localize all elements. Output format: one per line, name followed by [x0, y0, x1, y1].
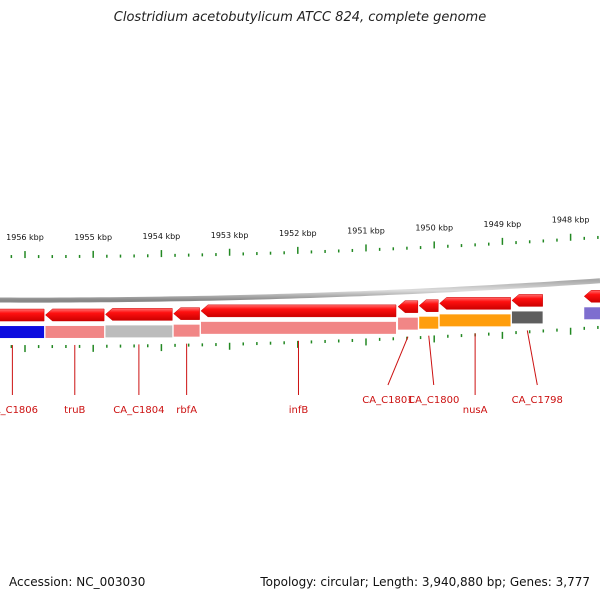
gene-arrow[interactable]	[511, 294, 543, 307]
topology-text: Topology: circular; Length: 3,940,880 bp…	[260, 575, 590, 589]
gene-label[interactable]: CA_C1806	[0, 405, 38, 416]
feature-bar[interactable]	[439, 314, 511, 327]
feature-bar[interactable]	[45, 325, 105, 338]
gene-arrow[interactable]	[200, 304, 397, 318]
gene-arrow[interactable]	[45, 308, 105, 322]
gene-label[interactable]: CA_C1801	[362, 395, 413, 406]
gene-arrow[interactable]	[418, 299, 439, 312]
accession-text: Accession: NC_003030	[9, 575, 146, 589]
map-title: Clostridium acetobutylicum ATCC 824, com…	[113, 10, 487, 25]
feature-bar[interactable]	[0, 326, 45, 339]
feature-bar[interactable]	[398, 317, 418, 330]
scale-label: 1948 kbp	[552, 216, 590, 225]
gene-label[interactable]: CA_C1798	[512, 395, 563, 406]
scale-label: 1954 kbp	[143, 232, 181, 241]
gene-label[interactable]: rbfA	[176, 405, 197, 416]
scale-label: 1955 kbp	[74, 233, 112, 242]
gene-arrow[interactable]	[173, 307, 200, 320]
gene-arrow[interactable]	[0, 308, 45, 322]
gene-arrow[interactable]	[397, 300, 419, 313]
label-leader	[526, 330, 538, 386]
scale-label: 1951 kbp	[347, 226, 385, 235]
gene-label[interactable]: nusA	[463, 405, 488, 416]
scale-label: 1949 kbp	[484, 220, 522, 229]
gene-label[interactable]: CA_C1800	[408, 395, 459, 406]
backbone-arc	[0, 278, 600, 303]
feature-bar[interactable]	[419, 316, 439, 329]
gene-arrow[interactable]	[439, 297, 511, 310]
scale-ruler: 1956 kbp 1955 kbp 1954 kbp 1953 kbp 1952 kbp…	[6, 216, 599, 353]
feature-track	[0, 307, 600, 339]
scale-label: 1950 kbp	[415, 223, 453, 232]
scale-label: 1953 kbp	[211, 231, 249, 240]
feature-bar[interactable]	[200, 321, 397, 334]
label-leader	[428, 335, 435, 386]
scale-label: 1956 kbp	[6, 233, 44, 242]
feature-bar[interactable]	[105, 325, 173, 338]
gene-arrow[interactable]	[105, 308, 173, 321]
gene-arrow[interactable]	[583, 290, 600, 303]
feature-bar[interactable]	[511, 311, 543, 324]
gene-label[interactable]: truB	[64, 405, 85, 416]
label-leader	[387, 336, 409, 386]
feature-bar[interactable]	[584, 307, 600, 320]
feature-bar[interactable]	[173, 324, 200, 337]
genome-backbone	[0, 278, 600, 303]
gene-track	[0, 290, 600, 322]
gene-label[interactable]: CA_C1804	[113, 405, 164, 416]
scale-label: 1952 kbp	[279, 229, 317, 238]
gene-labels: rpsOCA_C1806truBCA_C1804rbfAinfBCA_C1801…	[0, 330, 563, 416]
gene-label[interactable]: infB	[289, 405, 309, 416]
